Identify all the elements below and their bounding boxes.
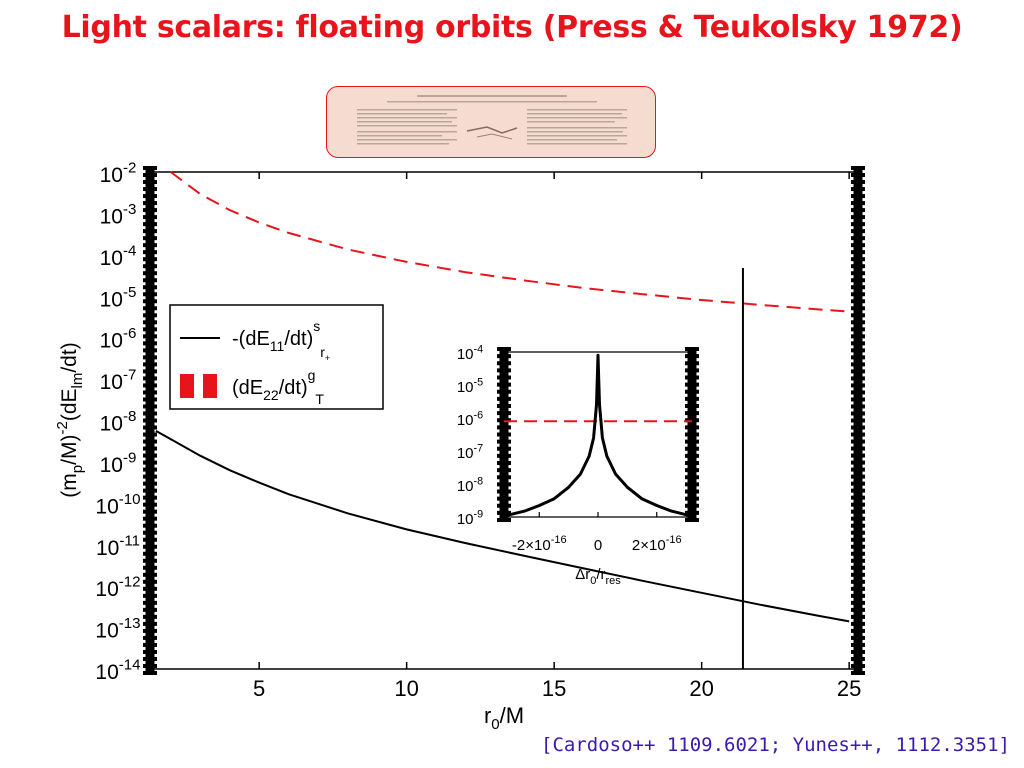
x-tick-label: 15: [542, 676, 566, 701]
y-tick-label: 10-14: [95, 657, 140, 684]
y-tick-label: 10-12: [95, 574, 140, 601]
y-tick-label: 10-11: [96, 532, 140, 559]
y-tick-label: 10-10: [95, 491, 140, 518]
y-tick-label: 10-6: [100, 325, 137, 352]
legend-entry-dashed: (dE22/dt)gT: [232, 367, 324, 407]
inset-y-tick-label: 10-6: [457, 409, 483, 429]
inset-y-tick-label: 10-8: [457, 475, 483, 495]
inset-y-tick-label: 10-5: [457, 376, 483, 396]
paper-thumbnail-image: [326, 86, 656, 158]
legend-entry-solid: -(dE11/dt)sr+: [232, 318, 330, 363]
y-tick-label: 10-4: [100, 242, 137, 269]
y-axis-label: (mp/M)-2(dElm/dt): [54, 342, 86, 497]
inset-y-tick-label: 10-7: [457, 442, 483, 462]
y-tick-label: 10-9: [100, 449, 137, 476]
y-tick-label: 10-8: [100, 408, 137, 435]
dashed-series-line: [170, 171, 850, 313]
inset-x-tick-label: 2×10-16: [632, 534, 682, 554]
legend-dashed-swatch: [180, 374, 194, 398]
y-tick-label: 10-13: [95, 615, 140, 642]
inset-y-tick-label: 10-9: [457, 508, 483, 528]
x-axis-label: r0/M: [484, 703, 524, 733]
x-tick-label: 5: [253, 676, 265, 701]
inset-y-tick-label: 10-4: [457, 343, 483, 363]
inset-x-axis-label: Δr0/rres: [575, 566, 621, 587]
citation-text: [Cardoso++ 1109.6021; Yunes++, 1112.3351…: [541, 734, 1010, 756]
inset-x-tick-label: 0: [594, 537, 602, 554]
x-tick-label: 20: [689, 676, 713, 701]
inset-x-tick-label: -2×10-16: [512, 534, 567, 554]
x-tick-label: 25: [837, 676, 861, 701]
legend: -(dE11/dt)sr+(dE22/dt)gT: [169, 304, 384, 410]
slide-title: Light scalars: floating orbits (Press & …: [61, 10, 963, 45]
y-tick-label: 10-7: [100, 367, 137, 394]
x-tick-label: 10: [394, 676, 418, 701]
inset-solid-series-line: [506, 353, 690, 517]
y-tick-label: 10-3: [100, 201, 137, 228]
y-tick-label: 10-5: [100, 284, 137, 311]
solid-series-line: [155, 430, 850, 623]
y-tick-label: 10-2: [100, 160, 137, 187]
